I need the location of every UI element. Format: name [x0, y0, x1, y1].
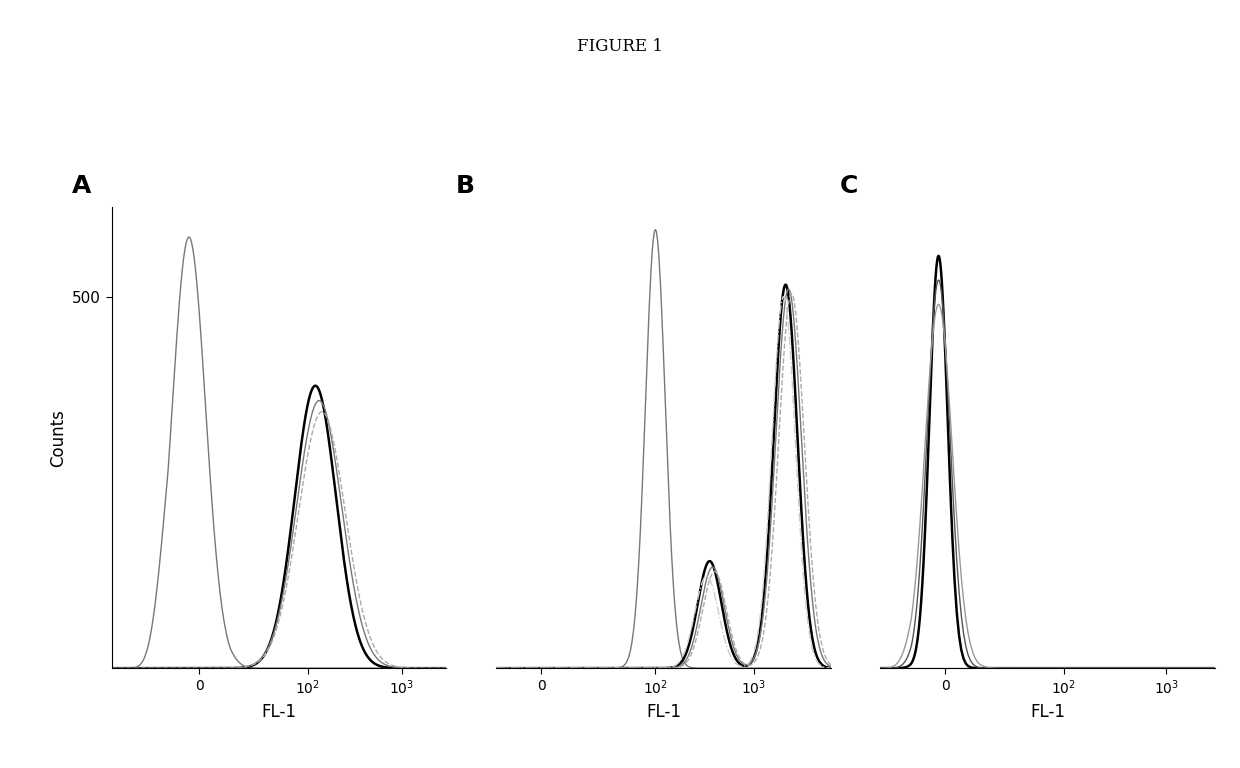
Text: FIGURE 1: FIGURE 1 [577, 38, 663, 55]
X-axis label: FL-1: FL-1 [1030, 703, 1065, 720]
Text: B: B [456, 174, 475, 198]
Y-axis label: Counts: Counts [48, 409, 67, 467]
Text: C: C [841, 174, 858, 198]
Text: A: A [72, 174, 91, 198]
X-axis label: FL-1: FL-1 [646, 703, 681, 720]
X-axis label: FL-1: FL-1 [262, 703, 296, 720]
